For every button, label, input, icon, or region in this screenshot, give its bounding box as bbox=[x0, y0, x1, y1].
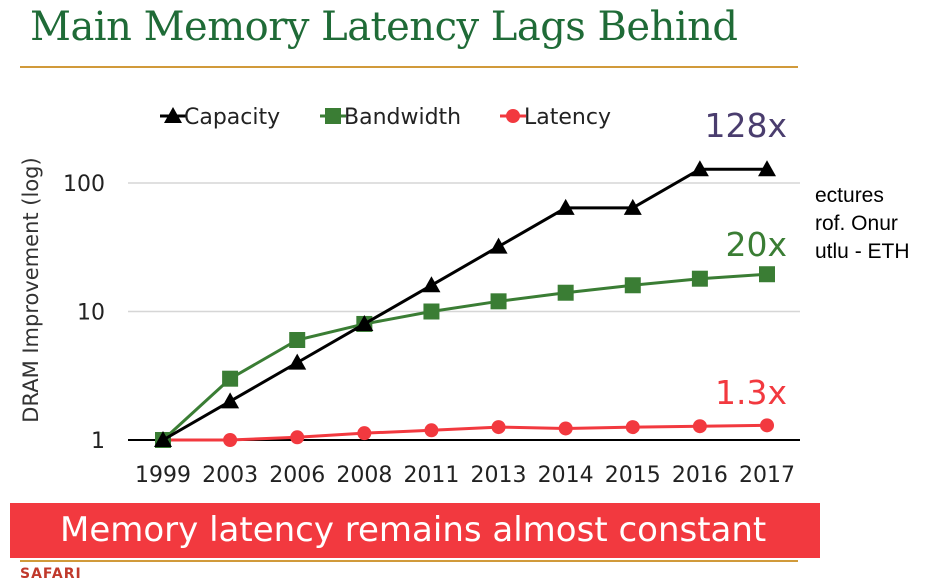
x-tick-label: 2011 bbox=[403, 463, 459, 488]
x-axis-ticks: 1999 2003 2006 2008 2011 2013 2014 2015 2016 2017 bbox=[135, 463, 795, 488]
capacity-point bbox=[221, 392, 240, 409]
latency-point bbox=[223, 433, 238, 447]
legend-swatch-marker bbox=[164, 107, 182, 123]
x-tick-label: 2015 bbox=[605, 463, 661, 488]
x-tick-label: 2013 bbox=[471, 463, 527, 488]
latency-point bbox=[625, 420, 640, 435]
latency-point bbox=[491, 420, 506, 435]
latency-point bbox=[357, 426, 372, 441]
bandwidth-point bbox=[759, 266, 775, 283]
capacity-point bbox=[758, 160, 776, 177]
conclusion-banner: Memory latency remains almost constant bbox=[10, 503, 820, 558]
footer-divider bbox=[20, 560, 798, 562]
capacity-point bbox=[690, 160, 709, 177]
capacity-point bbox=[288, 353, 307, 370]
y-tick-label: 10 bbox=[77, 301, 105, 326]
series-latency bbox=[156, 418, 774, 447]
bandwidth-point bbox=[624, 277, 641, 294]
side-note: ectures rof. Onur utlu - ETH bbox=[815, 184, 910, 263]
y-axis-ticks: 1 10 100 bbox=[63, 172, 105, 454]
x-tick-label: 2014 bbox=[538, 463, 594, 488]
bandwidth-point bbox=[490, 293, 507, 310]
series-capacity bbox=[154, 160, 776, 447]
legend-label: Bandwidth bbox=[344, 105, 461, 130]
capacity-line bbox=[162, 167, 767, 442]
capacity-point bbox=[623, 198, 642, 215]
bandwidth-point bbox=[423, 303, 440, 320]
legend-item-bandwidth: Bandwidth bbox=[320, 105, 461, 130]
x-tick-label: 2003 bbox=[202, 463, 258, 488]
annotation-latency: 1.3x bbox=[715, 373, 787, 412]
bandwidth-point bbox=[691, 270, 708, 287]
x-tick-label: 2008 bbox=[336, 463, 392, 488]
slide-title: Main Memory Latency Lags Behind bbox=[30, 4, 738, 50]
bandwidth-point bbox=[289, 332, 306, 349]
x-tick-label: 2016 bbox=[672, 463, 728, 488]
legend-swatch-marker bbox=[506, 109, 520, 123]
y-axis-label: DRAM Improvement (log) bbox=[19, 157, 43, 422]
legend-label: Latency bbox=[524, 105, 611, 130]
annotation-capacity: 128x bbox=[704, 106, 787, 145]
bandwidth-point bbox=[222, 370, 239, 387]
annotation-bandwidth: 20x bbox=[725, 225, 787, 264]
latency-point bbox=[760, 418, 774, 433]
series-group bbox=[154, 160, 776, 448]
annotations: 128x 20x 1.3x bbox=[704, 106, 787, 412]
legend: Capacity Bandwidth Latency bbox=[160, 105, 611, 130]
footer-logo: SAFARI bbox=[20, 566, 82, 582]
x-tick-label: 2017 bbox=[739, 463, 795, 488]
legend-swatch-marker bbox=[325, 108, 341, 124]
x-tick-label: 1999 bbox=[135, 463, 191, 488]
legend-item-capacity: Capacity bbox=[160, 105, 280, 130]
capacity-point bbox=[355, 314, 374, 331]
title-divider bbox=[20, 66, 798, 68]
latency-point bbox=[558, 421, 573, 436]
capacity-point bbox=[556, 198, 575, 215]
legend-label: Capacity bbox=[184, 105, 280, 130]
y-tick-label: 1 bbox=[91, 429, 105, 454]
capacity-point bbox=[154, 431, 172, 447]
capacity-point bbox=[422, 276, 441, 293]
bandwidth-line bbox=[161, 272, 768, 442]
series-bandwidth bbox=[155, 266, 775, 448]
legend-item-latency: Latency bbox=[500, 105, 611, 130]
capacity-point bbox=[489, 237, 508, 254]
x-tick-label: 2006 bbox=[269, 463, 325, 488]
y-tick-label: 100 bbox=[63, 172, 105, 197]
latency-point bbox=[692, 419, 707, 434]
latency-point bbox=[290, 430, 305, 445]
bandwidth-point bbox=[557, 284, 574, 301]
latency-line bbox=[163, 423, 768, 442]
latency-point bbox=[424, 423, 439, 438]
